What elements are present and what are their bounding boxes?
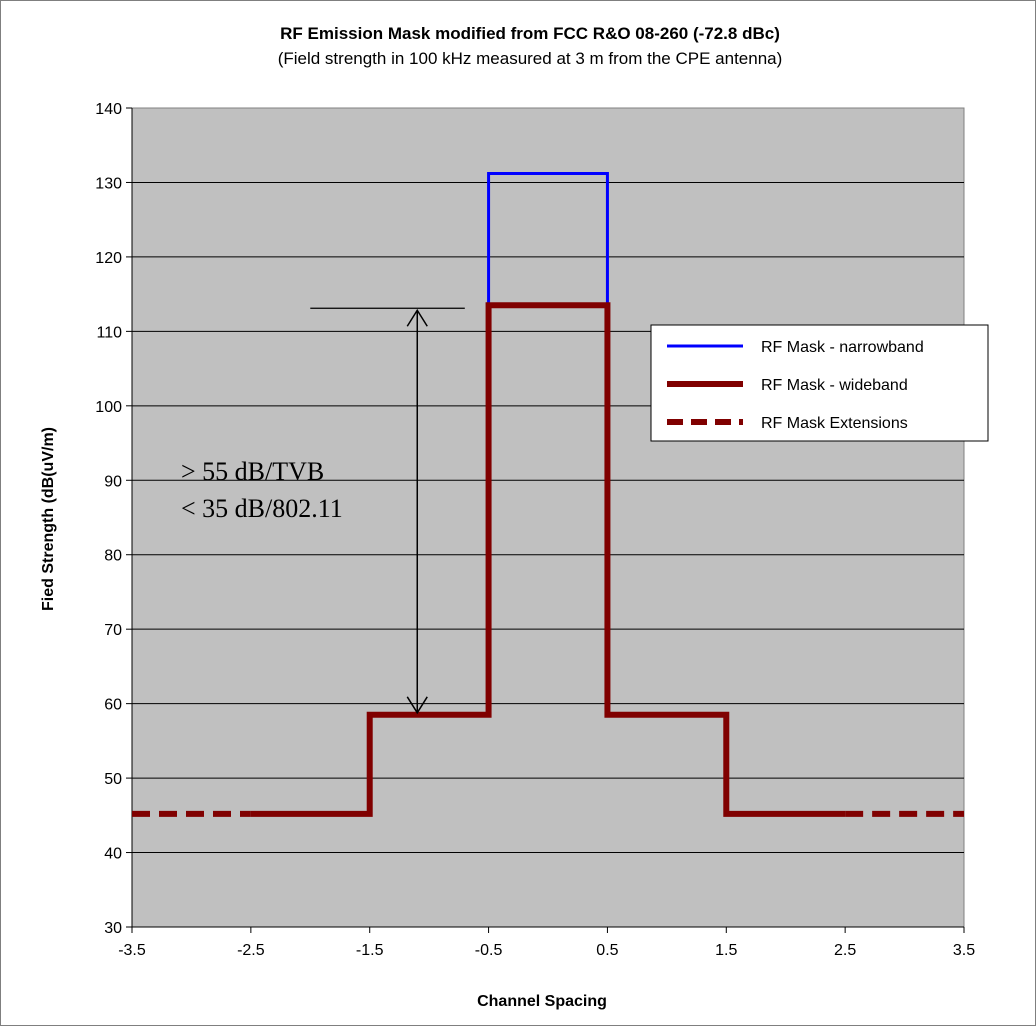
y-tick-label-100: 100 <box>95 399 122 416</box>
legend-label-3: RF Mask Extensions <box>761 415 908 432</box>
y-tick-label-60: 60 <box>104 697 122 714</box>
y-tick-label-70: 70 <box>104 622 122 639</box>
y-tick-label-130: 130 <box>95 175 122 192</box>
annotation-tvb: > 55 dB/TVB <box>181 457 324 486</box>
series-narrowband-line <box>487 172 609 306</box>
y-tick-label-140: 140 <box>95 101 122 118</box>
annotation-80211: < 35 dB/802.11 <box>181 494 343 523</box>
y-tick-label-90: 90 <box>104 473 122 490</box>
chart-subtitle: (Field strength in 100 kHz measured at 3… <box>278 49 783 68</box>
plot-area <box>131 107 965 928</box>
y-tick-label-110: 110 <box>96 324 122 341</box>
y-tick-label-50: 50 <box>104 771 122 788</box>
x-tick-label--3.5: -3.5 <box>118 942 146 959</box>
y-axis-label: Fied Strength (dB(uV/m) <box>40 427 57 611</box>
y-tick-label-30: 30 <box>104 920 122 937</box>
annotation-arrowhead-bottom <box>406 696 428 715</box>
y-tick-label-80: 80 <box>104 548 122 565</box>
x-tick-label-1.5: 1.5 <box>715 942 737 959</box>
x-tick-label--1.5: -1.5 <box>356 942 384 959</box>
x-tick-label--0.5: -0.5 <box>475 942 503 959</box>
y-tick-label-40: 40 <box>104 846 122 863</box>
annotation-arrowhead-top <box>406 308 428 327</box>
x-tick-label--2.5: -2.5 <box>237 942 265 959</box>
legend: RF Mask - narrowband RF Mask - wideband RF… <box>650 324 989 442</box>
x-tick-label-2.5: 2.5 <box>834 942 856 959</box>
x-axis-label: Channel Spacing <box>477 993 607 1010</box>
legend-label-2: RF Mask - wideband <box>761 377 908 394</box>
chart-title: RF Emission Mask modified from FCC R&O 0… <box>280 24 780 43</box>
y-tick-label-120: 120 <box>95 250 122 267</box>
legend-label-1: RF Mask - narrowband <box>761 339 924 356</box>
series-wideband-line <box>250 302 846 817</box>
x-tick-label-3.5: 3.5 <box>953 942 975 959</box>
x-tick-label-0.5: 0.5 <box>596 942 618 959</box>
